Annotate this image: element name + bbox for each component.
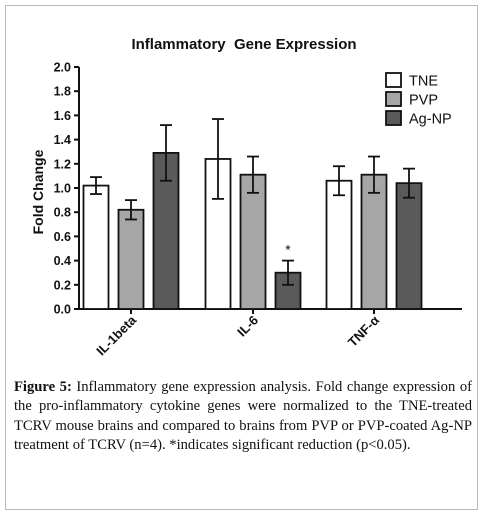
x-tick-label: TNF-α [345,313,382,350]
bar [325,179,353,310]
caption-text: Inflammatory gene expression analysis. F… [14,379,472,454]
legend-label: TNE [409,74,438,90]
y-tick-label: 1.6 [54,109,71,123]
bar [117,208,145,310]
legend-label: Ag-NP [409,112,452,128]
bar [395,182,423,310]
y-tick-label: 1.8 [54,85,71,99]
legend-swatch [385,91,402,107]
y-tick-label: 0.6 [54,230,71,244]
y-tick-label: 1.0 [54,182,71,196]
y-tick-label: 1.4 [54,133,71,147]
bars: * [82,118,423,310]
chart-title: Inflammatory Gene Expression [131,36,356,53]
bar-chart: Inflammatory Gene Expression Fold Change… [30,36,462,358]
y-tick-label: 0.0 [54,303,71,317]
y-axis-label: Fold Change [30,149,46,234]
bar [82,184,110,310]
caption-label: Figure 5: [14,379,72,395]
y-tick-label: 2.0 [54,61,71,75]
x-tick-label: IL-1beta [93,312,139,358]
legend: TNE PVP Ag-NP [385,72,452,128]
y-tick-label: 0.8 [54,206,71,220]
bar [239,173,267,310]
figure-caption: Figure 5: Inflammatory gene expression a… [14,378,472,456]
legend-swatch [385,72,402,88]
y-tick-label: 0.2 [54,278,71,292]
significance-asterisk: * [285,242,291,258]
legend-swatch [385,110,402,126]
y-tick-label: 0.4 [54,254,71,268]
bar [360,173,388,310]
legend-label: PVP [409,93,438,109]
x-tick-label: IL-6 [234,313,261,340]
y-tick-label: 1.2 [54,157,71,171]
